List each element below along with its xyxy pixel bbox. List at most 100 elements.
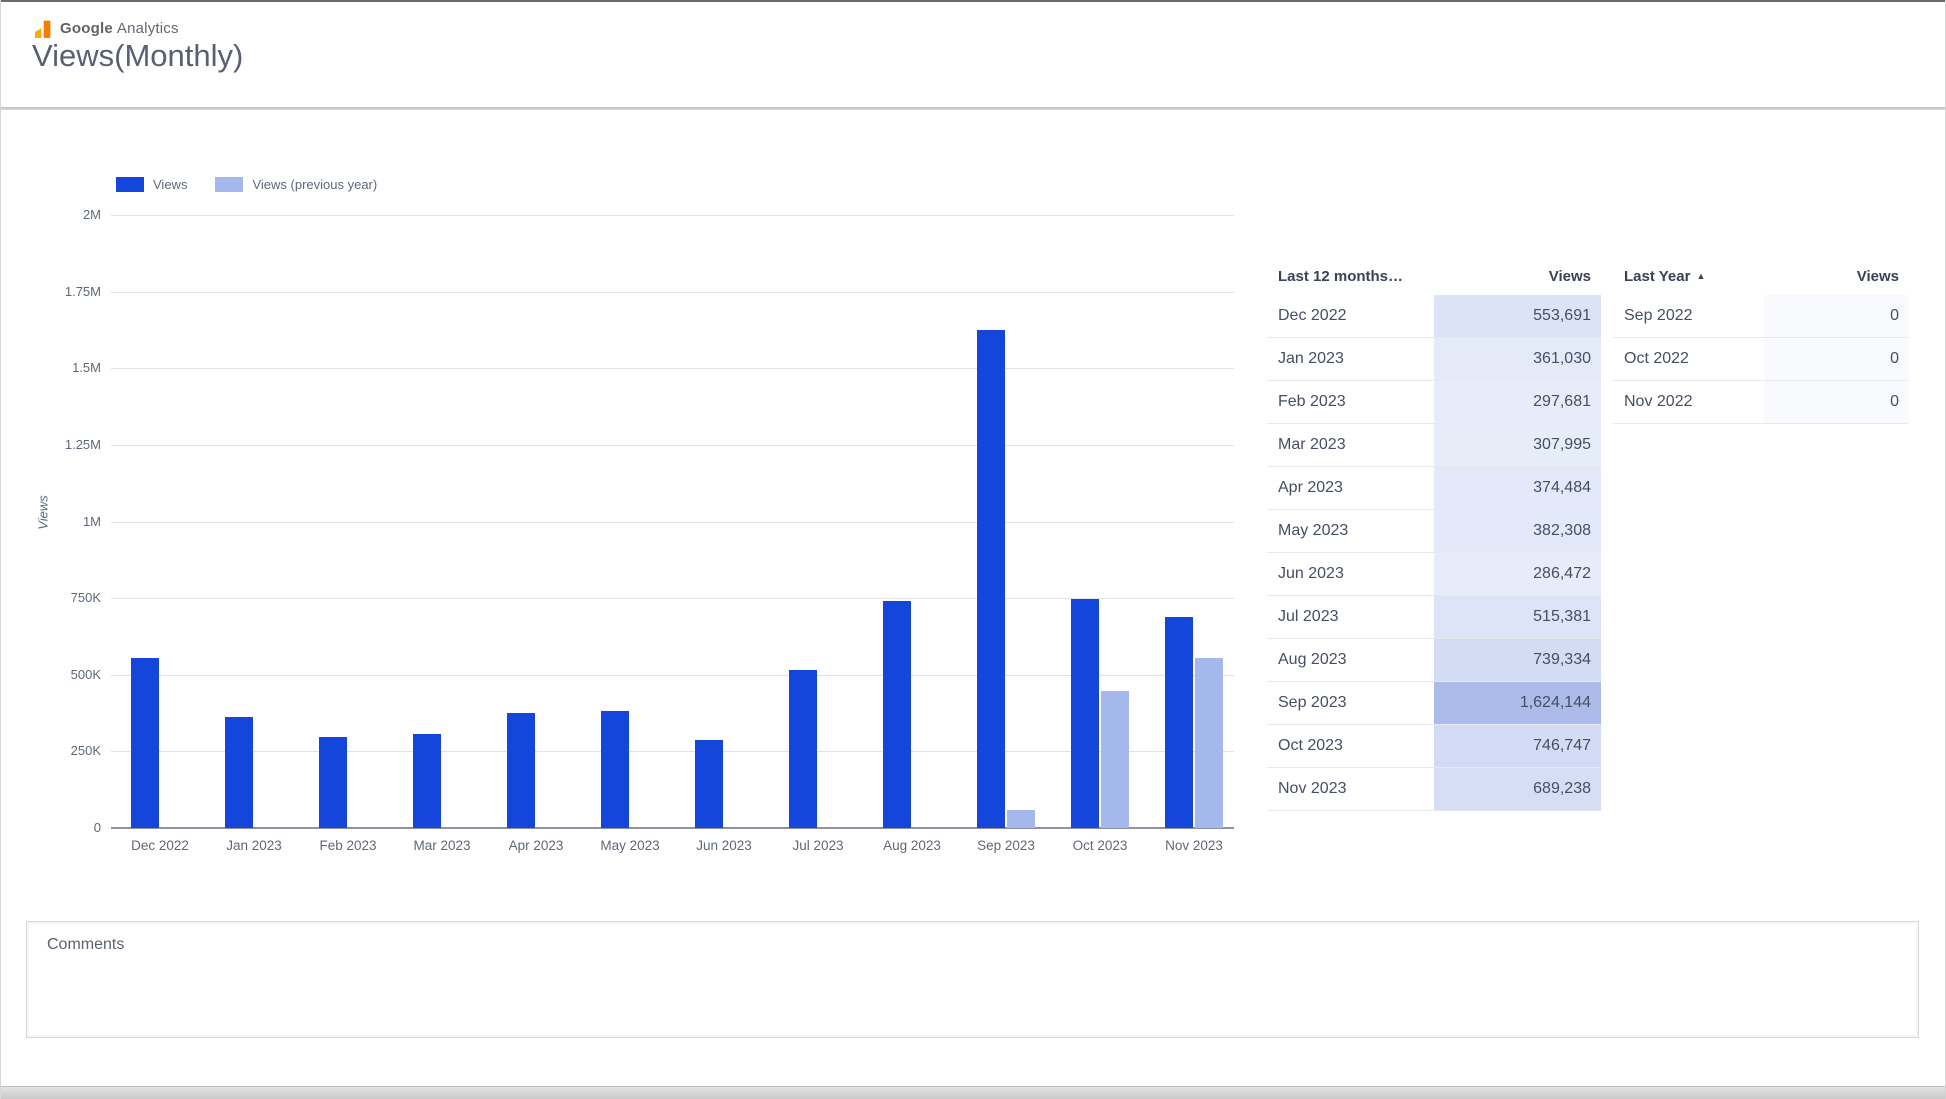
table-row-apr-2023[interactable]: Apr 2023 374,484	[1267, 467, 1601, 510]
table-row-jun-2023[interactable]: Jun 2023 286,472	[1267, 553, 1601, 596]
y-tick-label: 750K	[70, 590, 101, 606]
dimension-cell: Jun 2023	[1278, 565, 1344, 582]
y-tick-label: 500K	[70, 666, 101, 682]
bar-views-jan-2023[interactable]	[225, 717, 253, 828]
page-title: Views(Monthly)	[32, 38, 244, 73]
table-row-may-2023[interactable]: May 2023 382,308	[1267, 510, 1601, 553]
legend-item-views: Views	[116, 177, 187, 192]
window-top-edge	[1, 0, 1945, 2]
bar-views-previous-year-oct-2023[interactable]	[1101, 690, 1129, 828]
y-tick-label: 1M	[82, 513, 101, 529]
metric-cell: 307,995	[1434, 424, 1601, 466]
x-tick-label: May 2023	[600, 838, 660, 853]
gridline	[111, 598, 1234, 600]
sort-asc-icon: ▲	[1696, 271, 1706, 281]
table-row-mar-2023[interactable]: Mar 2023 307,995	[1267, 424, 1601, 467]
metric-cell: 689,238	[1434, 768, 1601, 810]
legend-label: Views	[153, 177, 188, 192]
metric-cell: 739,334	[1434, 639, 1601, 681]
metric-cell: 297,681	[1434, 381, 1601, 423]
bar-views-nov-2023[interactable]	[1165, 616, 1193, 828]
column-header-views[interactable]: Views	[1856, 268, 1899, 285]
metric-cell: 0	[1764, 338, 1909, 380]
dimension-cell: Feb 2023	[1278, 393, 1346, 410]
column-header-last-year[interactable]: Last Year ▲	[1624, 268, 1706, 285]
x-tick-label: Feb 2023	[319, 838, 377, 853]
bar-views-may-2023[interactable]	[601, 710, 629, 828]
table-row-aug-2023[interactable]: Aug 2023 739,334	[1267, 639, 1601, 682]
metric-cell: 286,472	[1434, 553, 1601, 595]
dimension-cell: Dec 2022	[1278, 307, 1347, 324]
chart-legend: Views Views (previous year)	[116, 177, 377, 192]
dimension-cell: Sep 2023	[1278, 694, 1347, 711]
dimension-cell: May 2023	[1278, 522, 1349, 539]
brand: Google Analytics	[33, 18, 179, 39]
gridline	[111, 751, 1234, 753]
table-row-oct-2022[interactable]: Oct 2022 0	[1613, 338, 1909, 381]
x-tick-label: Sep 2023	[977, 838, 1035, 853]
table-row-sep-2022[interactable]: Sep 2022 0	[1613, 295, 1909, 338]
bar-views-oct-2023[interactable]	[1071, 599, 1099, 828]
column-header-views[interactable]: Views	[1548, 268, 1591, 285]
y-tick-label: 1.25M	[64, 436, 101, 452]
bar-views-previous-year-sep-2023[interactable]	[1007, 809, 1035, 828]
metric-cell: 553,691	[1434, 295, 1601, 337]
legend-item-views-previous-year: Views (previous year)	[215, 177, 377, 192]
metric-cell: 374,484	[1434, 467, 1601, 509]
y-tick-label: 0	[93, 820, 101, 835]
x-tick-label: Oct 2023	[1072, 838, 1128, 853]
dimension-cell: Aug 2023	[1278, 651, 1347, 668]
metric-cell: 746,747	[1434, 725, 1601, 767]
table-row-jul-2023[interactable]: Jul 2023 515,381	[1267, 596, 1601, 639]
table-row-feb-2023[interactable]: Feb 2023 297,681	[1267, 381, 1601, 424]
x-tick-label: Jan 2023	[226, 838, 282, 853]
metric-cell: 0	[1764, 295, 1909, 337]
bar-views-aug-2023[interactable]	[883, 601, 911, 828]
column-header-last-12-months[interactable]: Last 12 months…	[1278, 268, 1404, 285]
bar-views-mar-2023[interactable]	[413, 733, 441, 828]
dimension-cell: Mar 2023	[1278, 436, 1346, 453]
table-row-dec-2022[interactable]: Dec 2022 553,691	[1267, 295, 1601, 338]
table-header-row: Last Year ▲ Views	[1613, 258, 1909, 295]
bar-views-dec-2022[interactable]	[131, 658, 159, 828]
views-previous-year-swatch-icon	[215, 177, 244, 192]
metric-cell: 0	[1764, 381, 1909, 423]
y-tick-label: 1.5M	[72, 360, 101, 376]
x-tick-label: Aug 2023	[883, 838, 941, 853]
bar-views-jul-2023[interactable]	[789, 670, 817, 828]
bar-views-jun-2023[interactable]	[695, 740, 723, 828]
x-tick-label: Nov 2023	[1165, 838, 1223, 853]
table-row-nov-2023[interactable]: Nov 2023 689,238	[1267, 768, 1601, 811]
gridline	[111, 291, 1234, 293]
dimension-cell: Jan 2023	[1278, 350, 1344, 367]
dimension-cell: Jul 2023	[1278, 608, 1339, 625]
x-tick-label: Jul 2023	[792, 838, 844, 853]
x-tick-label: Jun 2023	[696, 838, 752, 853]
bar-views-previous-year-nov-2023[interactable]	[1195, 657, 1223, 828]
y-axis-title: Views	[35, 495, 51, 530]
x-tick-label: Apr 2023	[508, 838, 564, 853]
bar-views-feb-2023[interactable]	[319, 736, 347, 828]
dimension-cell: Apr 2023	[1278, 479, 1343, 496]
table-last-year: Last Year ▲ Views Sep 2022 0 Oct 2022 0 Nov 202…	[1613, 258, 1909, 424]
dimension-cell: Nov 2023	[1278, 780, 1347, 797]
window-bottom-edge[interactable]	[1, 1086, 1945, 1099]
bar-views-sep-2023[interactable]	[977, 330, 1005, 828]
table-header-row: Last 12 months… Views	[1267, 258, 1601, 295]
table-row-sep-2023[interactable]: Sep 2023 1,624,144	[1267, 682, 1601, 725]
legend-label: Views (previous year)	[252, 177, 378, 192]
x-tick-label: Dec 2022	[131, 838, 189, 853]
dimension-cell: Oct 2022	[1624, 350, 1689, 367]
gridline	[111, 368, 1234, 370]
table-row-nov-2022[interactable]: Nov 2022 0	[1613, 381, 1909, 424]
brand-text: Google Analytics	[60, 20, 179, 37]
comments-input[interactable]	[26, 921, 1919, 1038]
x-axis-line	[111, 827, 1234, 829]
y-tick-label: 2M	[82, 207, 101, 222]
table-row-oct-2023[interactable]: Oct 2023 746,747	[1267, 725, 1601, 768]
bar-views-apr-2023[interactable]	[507, 713, 535, 828]
metric-cell: 361,030	[1434, 338, 1601, 380]
table-row-jan-2023[interactable]: Jan 2023 361,030	[1267, 338, 1601, 381]
gridline	[111, 215, 1234, 216]
